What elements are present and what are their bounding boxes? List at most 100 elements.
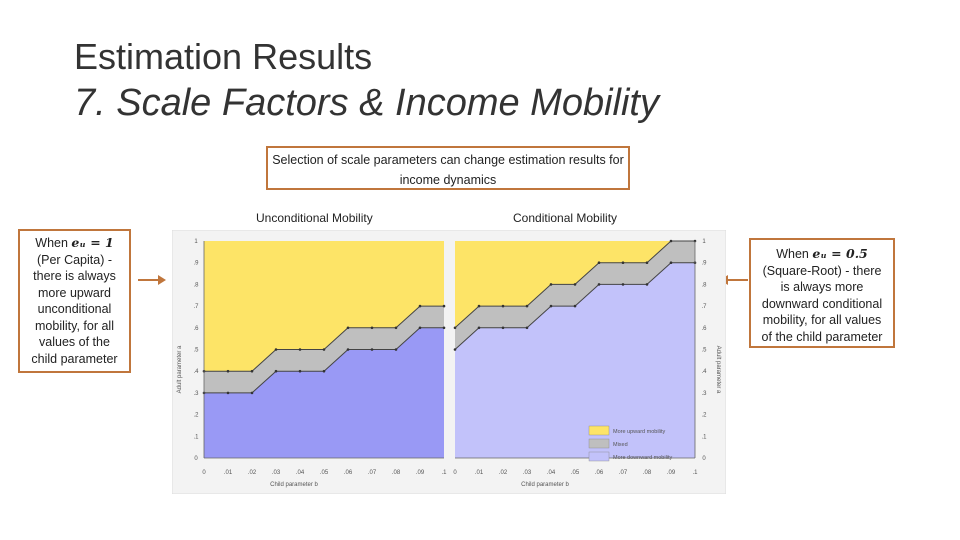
right-chart-label: Conditional Mobility bbox=[513, 211, 618, 225]
boundary-point-right bbox=[453, 348, 457, 351]
y-tick-label-left: 0 bbox=[194, 456, 198, 462]
boundary-point-left bbox=[298, 369, 302, 373]
boundary-point-right bbox=[549, 304, 553, 308]
boundary-point-left bbox=[394, 326, 398, 330]
x-tick-label-right: .08 bbox=[643, 470, 652, 476]
legend-swatch-mixed bbox=[588, 438, 610, 449]
legend-label-more-downward-mobility: More downward mobility bbox=[613, 455, 673, 461]
boundary-point-right bbox=[573, 283, 577, 286]
right-note-text: (Square-Root) - there is always more dow… bbox=[761, 263, 883, 344]
boundary-point-right bbox=[501, 326, 505, 330]
slide-subtitle: 7. Scale Factors & Income Mobility bbox=[74, 82, 659, 124]
mobility-charts: 0 .01 .02 .03 .04 .05 .06 .07 .08 .09 .1 0 .1 .2 .3 .4.… bbox=[172, 230, 726, 494]
boundary-point-right bbox=[645, 261, 649, 264]
boundary-point-left bbox=[250, 391, 254, 395]
boundary-point-left bbox=[394, 348, 398, 351]
x-tick-label-right: .03 bbox=[523, 470, 532, 476]
right-note-equation: eᵤ = 0.5 bbox=[812, 246, 868, 261]
y-tick-label-left: .6 bbox=[193, 326, 199, 332]
boundary-point-left bbox=[370, 348, 374, 351]
y-tick-label-right: 0 bbox=[702, 456, 706, 462]
area-more-downward-mobility-left bbox=[204, 327, 444, 458]
x-tick-label-left: .07 bbox=[368, 470, 377, 476]
y-tick-label-right: .5 bbox=[701, 348, 707, 354]
x-tick-label-left: .09 bbox=[416, 470, 425, 476]
boundary-point-left bbox=[250, 369, 254, 373]
boundary-point-left bbox=[442, 304, 446, 308]
boundary-point-left bbox=[322, 348, 326, 351]
boundary-point-right bbox=[669, 261, 673, 264]
boundary-point-right bbox=[501, 304, 505, 308]
left-note: When eᵤ = 1 (Per Capita) - there is alwa… bbox=[18, 229, 131, 373]
boundary-point-right bbox=[573, 304, 577, 308]
x-tick-label-right: .07 bbox=[619, 470, 628, 476]
y-tick-label-left: .9 bbox=[193, 261, 199, 267]
boundary-point-right bbox=[669, 239, 673, 243]
x-tick-label-left: .06 bbox=[344, 470, 353, 476]
x-tick-label-right: .04 bbox=[547, 470, 556, 476]
boundary-point-left bbox=[274, 348, 278, 351]
boundary-point-right bbox=[621, 283, 625, 286]
boundary-point-left bbox=[418, 326, 422, 330]
area-more-upward-mobility-left bbox=[204, 241, 444, 372]
x-tick-label-right: 0 bbox=[453, 470, 457, 476]
area-more-downward-mobility-right bbox=[455, 262, 695, 458]
x-tick-label-left: .05 bbox=[320, 470, 329, 476]
boundary-point-left bbox=[346, 348, 350, 351]
x-tick-label-left: 0 bbox=[202, 470, 206, 476]
area-mixed-right bbox=[455, 241, 695, 350]
y-axis-label-left: Adult parameter a bbox=[177, 345, 183, 393]
x-tick-label-left: .02 bbox=[248, 470, 257, 476]
y-tick-label-left: .5 bbox=[193, 348, 199, 354]
boundary-point-left bbox=[226, 369, 230, 373]
x-tick-label-right: .05 bbox=[571, 470, 580, 476]
y-tick-label-right: .4 bbox=[701, 369, 707, 375]
y-tick-label-right: .8 bbox=[701, 282, 707, 288]
left-chart-label: Unconditional Mobility bbox=[256, 211, 373, 225]
y-tick-label-right: .9 bbox=[701, 261, 707, 267]
y-tick-label-left: .3 bbox=[193, 391, 199, 397]
x-tick-label-left: .08 bbox=[392, 470, 401, 476]
left-arrow-icon bbox=[138, 275, 166, 285]
boundary-point-left bbox=[346, 326, 350, 330]
legend-swatch-more-upward-mobility bbox=[588, 425, 610, 436]
x-tick-label-left: .1 bbox=[441, 470, 447, 476]
boundary-point-left bbox=[442, 326, 446, 330]
x-tick-label-right: .06 bbox=[595, 470, 604, 476]
x-tick-label-right: .1 bbox=[692, 470, 698, 476]
y-tick-label-left: .7 bbox=[193, 304, 199, 310]
boundary-point-left bbox=[298, 348, 302, 351]
x-tick-label-right: .09 bbox=[667, 470, 676, 476]
boundary-point-left bbox=[418, 304, 422, 308]
y-axis-label-right: Adult parameter a bbox=[715, 346, 721, 394]
x-tick-label-right: .02 bbox=[499, 470, 508, 476]
boundary-point-right bbox=[645, 283, 649, 286]
boundary-point-right bbox=[597, 283, 601, 286]
left-note-equation: eᵤ = 1 bbox=[71, 235, 114, 250]
left-note-text: (Per Capita) - there is always more upwa… bbox=[31, 252, 118, 366]
y-tick-label-left: .1 bbox=[193, 434, 199, 440]
x-tick-label-left: .03 bbox=[272, 470, 281, 476]
y-tick-label-left: .4 bbox=[193, 369, 199, 375]
top-callout: Selection of scale parameters can change… bbox=[266, 146, 630, 190]
y-tick-label-right: .7 bbox=[701, 304, 707, 310]
x-tick-label-right: .01 bbox=[475, 470, 484, 476]
boundary-point-right bbox=[597, 261, 601, 264]
boundary-point-right bbox=[453, 326, 457, 330]
x-axis-label-left: Child parameter b bbox=[270, 482, 318, 488]
slide-title: Estimation Results bbox=[74, 36, 373, 77]
y-tick-label-left: 1 bbox=[194, 239, 198, 245]
boundary-point-left bbox=[226, 391, 230, 395]
boundary-point-left bbox=[274, 369, 278, 373]
right-note-prefix: When bbox=[776, 247, 813, 261]
boundary-point-right bbox=[477, 326, 481, 330]
x-tick-label-left: .01 bbox=[224, 470, 233, 476]
boundary-point-right bbox=[621, 261, 625, 264]
right-note: When eᵤ = 0.5 (Square-Root) - there is a… bbox=[749, 238, 895, 348]
y-tick-label-right: .1 bbox=[701, 434, 707, 440]
boundary-point-right bbox=[477, 304, 481, 308]
boundary-point-left bbox=[322, 369, 326, 373]
x-tick-label-left: .04 bbox=[296, 470, 305, 476]
boundary-point-left bbox=[370, 326, 374, 330]
left-note-prefix: When bbox=[35, 236, 72, 250]
